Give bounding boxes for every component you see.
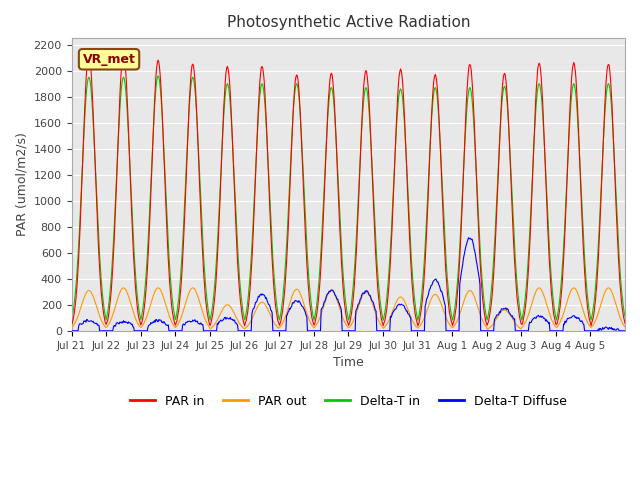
Legend: PAR in, PAR out, Delta-T in, Delta-T Diffuse: PAR in, PAR out, Delta-T in, Delta-T Dif… [125,390,572,413]
Y-axis label: PAR (umol/m2/s): PAR (umol/m2/s) [15,132,28,237]
X-axis label: Time: Time [333,356,364,369]
Title: Photosynthetic Active Radiation: Photosynthetic Active Radiation [227,15,470,30]
Text: VR_met: VR_met [83,53,136,66]
